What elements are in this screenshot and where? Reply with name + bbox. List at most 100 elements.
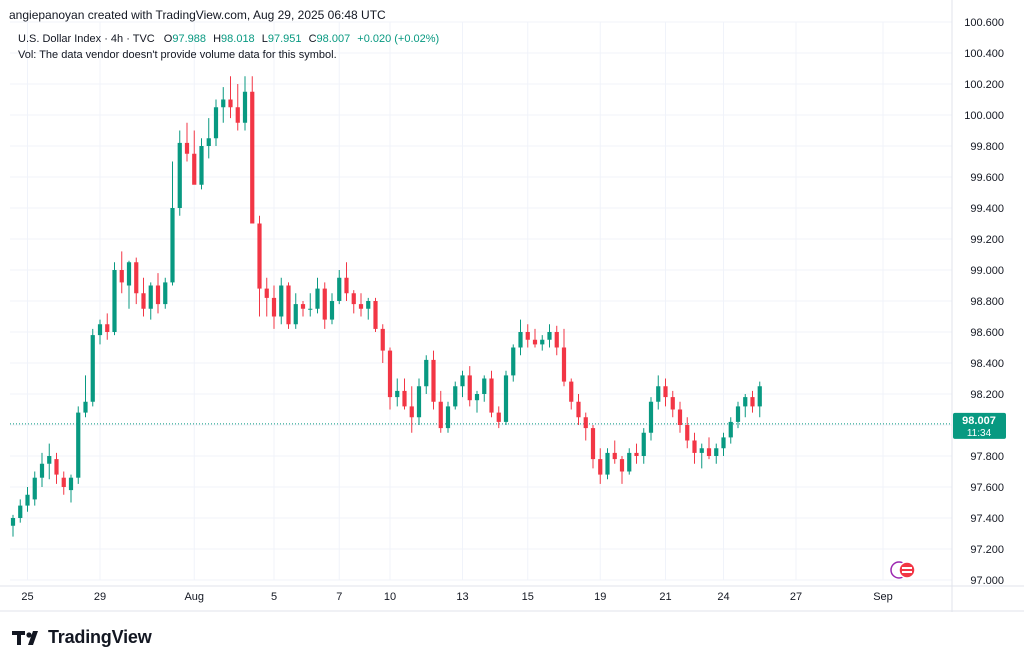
candle-body[interactable] xyxy=(460,375,465,387)
candle-body[interactable] xyxy=(670,397,675,410)
candle-body[interactable] xyxy=(583,417,588,429)
candle-body[interactable] xyxy=(496,412,501,422)
candle-body[interactable] xyxy=(641,432,646,456)
candle-body[interactable] xyxy=(554,332,559,348)
candle-body[interactable] xyxy=(735,406,741,422)
candle-body[interactable] xyxy=(54,459,59,475)
candle-body[interactable] xyxy=(598,459,603,475)
candle-body[interactable] xyxy=(221,99,226,108)
candle-body[interactable] xyxy=(634,452,639,456)
candle-body[interactable] xyxy=(409,406,414,418)
candle-body[interactable] xyxy=(366,301,371,309)
candle-body[interactable] xyxy=(750,397,755,407)
candle-body[interactable] xyxy=(163,282,168,305)
candle-body[interactable] xyxy=(569,381,574,402)
candle-body[interactable] xyxy=(322,288,327,320)
candle-body[interactable] xyxy=(170,208,175,283)
candle-body[interactable] xyxy=(141,293,146,309)
candle-body[interactable] xyxy=(431,359,436,402)
candle-body[interactable] xyxy=(590,428,596,460)
candle-body[interactable] xyxy=(177,142,182,208)
candle-body[interactable] xyxy=(337,277,342,301)
candle-body[interactable] xyxy=(148,285,153,309)
candle-body[interactable] xyxy=(743,397,748,407)
candle-body[interactable] xyxy=(467,375,472,401)
candle-body[interactable] xyxy=(518,332,523,348)
candle-body[interactable] xyxy=(619,459,625,472)
candle-body[interactable] xyxy=(351,293,356,305)
candle-body[interactable] xyxy=(228,99,233,108)
candle-body[interactable] xyxy=(32,477,37,500)
candle-body[interactable] xyxy=(424,359,429,387)
candle-body[interactable] xyxy=(525,332,530,340)
candle-body[interactable] xyxy=(25,494,30,506)
candle-body[interactable] xyxy=(445,406,451,429)
candle-body[interactable] xyxy=(184,142,190,154)
candle-body[interactable] xyxy=(612,452,617,460)
candle-body[interactable] xyxy=(627,452,632,472)
candle-body[interactable] xyxy=(90,335,95,402)
candle-body[interactable] xyxy=(489,378,494,413)
candle-body[interactable] xyxy=(155,285,161,305)
candle-body[interactable] xyxy=(286,285,291,325)
symbol-title[interactable]: U.S. Dollar Index · 4h · TVC xyxy=(18,33,155,45)
candle-body[interactable] xyxy=(402,390,407,407)
candle-body[interactable] xyxy=(395,390,400,398)
candle-body[interactable] xyxy=(279,285,284,317)
candle-body[interactable] xyxy=(692,440,697,453)
candle-body[interactable] xyxy=(329,301,335,320)
candle-body[interactable] xyxy=(97,324,103,336)
candle-body[interactable] xyxy=(532,339,538,345)
candle-body[interactable] xyxy=(68,477,74,491)
candle-body[interactable] xyxy=(387,350,393,398)
candle-body[interactable] xyxy=(503,375,509,422)
candle-body[interactable] xyxy=(39,463,45,478)
candle-body[interactable] xyxy=(83,401,88,413)
candle-body[interactable] xyxy=(264,288,269,298)
candle-body[interactable] xyxy=(126,262,132,286)
candle-body[interactable] xyxy=(699,448,704,453)
candle-body[interactable] xyxy=(344,277,349,294)
candle-body[interactable] xyxy=(576,401,581,418)
candle-body[interactable] xyxy=(199,146,204,185)
candle-body[interactable] xyxy=(685,425,690,441)
candle-body[interactable] xyxy=(206,138,211,146)
candle-body[interactable] xyxy=(474,394,480,401)
candle-body[interactable] xyxy=(714,448,719,456)
candle-body[interactable] xyxy=(76,412,81,478)
candle-body[interactable] xyxy=(728,421,733,438)
candle-body[interactable] xyxy=(250,91,255,224)
candle-body[interactable] xyxy=(438,401,443,429)
candle-body[interactable] xyxy=(213,107,219,139)
candle-body[interactable] xyxy=(47,456,52,464)
candle-body[interactable] xyxy=(257,223,262,289)
candle-body[interactable] xyxy=(271,297,277,317)
candle-body[interactable] xyxy=(656,386,661,402)
candle-body[interactable] xyxy=(242,91,248,123)
candle-body[interactable] xyxy=(315,288,320,309)
candle-body[interactable] xyxy=(373,301,378,329)
candle-body[interactable] xyxy=(706,448,712,456)
candle-body[interactable] xyxy=(134,262,139,294)
tradingview-logo[interactable]: TradingView xyxy=(12,627,152,648)
candle-body[interactable] xyxy=(416,386,422,418)
candle-body[interactable] xyxy=(308,308,313,310)
candle-body[interactable] xyxy=(721,437,726,449)
candle-body[interactable] xyxy=(119,270,124,283)
candle-body[interactable] xyxy=(540,339,545,345)
candle-body[interactable] xyxy=(547,332,552,340)
candle-body[interactable] xyxy=(511,347,516,376)
candle-body[interactable] xyxy=(453,386,458,407)
candle-body[interactable] xyxy=(10,518,16,526)
candle-body[interactable] xyxy=(648,401,654,433)
candle-body[interactable] xyxy=(61,477,66,487)
candle-body[interactable] xyxy=(300,304,306,309)
candle-body[interactable] xyxy=(105,324,110,332)
candle-body[interactable] xyxy=(18,505,23,518)
candle-body[interactable] xyxy=(561,347,567,382)
candle-body[interactable] xyxy=(663,386,668,398)
candle-body[interactable] xyxy=(677,409,683,426)
candle-body[interactable] xyxy=(605,452,610,475)
candle-body[interactable] xyxy=(293,304,298,325)
